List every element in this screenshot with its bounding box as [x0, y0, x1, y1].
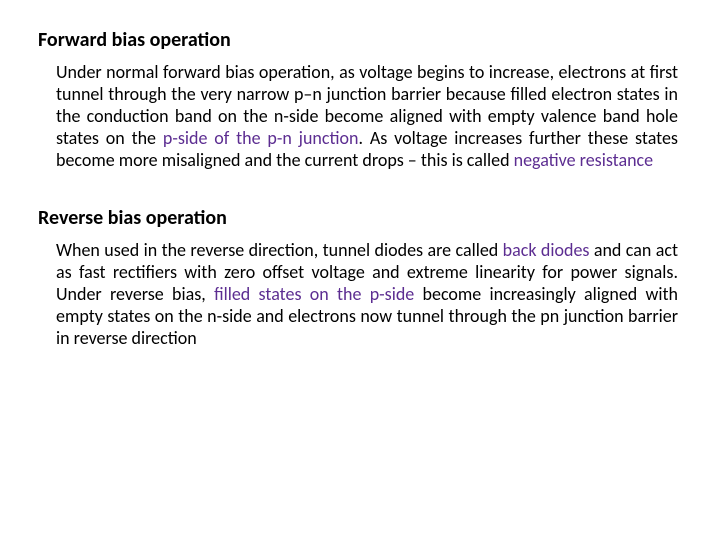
reverse-bias-heading: Reverse bias operation — [38, 206, 678, 230]
fb-highlight-negres: negative resistance — [514, 149, 653, 171]
fb-highlight-pside: p-side of the p-n junction — [163, 127, 359, 149]
reverse-bias-paragraph: When used in the reverse direction, tunn… — [56, 240, 678, 350]
rb-highlight-filledstates: filled states on the p-side — [214, 283, 414, 305]
rb-highlight-backdiodes: back diodes — [503, 239, 590, 261]
forward-bias-heading: Forward bias operation — [38, 28, 678, 52]
rb-text-1: When used in the reverse direction, tunn… — [56, 239, 503, 261]
forward-bias-paragraph: Under normal forward bias operation, as … — [56, 62, 678, 172]
